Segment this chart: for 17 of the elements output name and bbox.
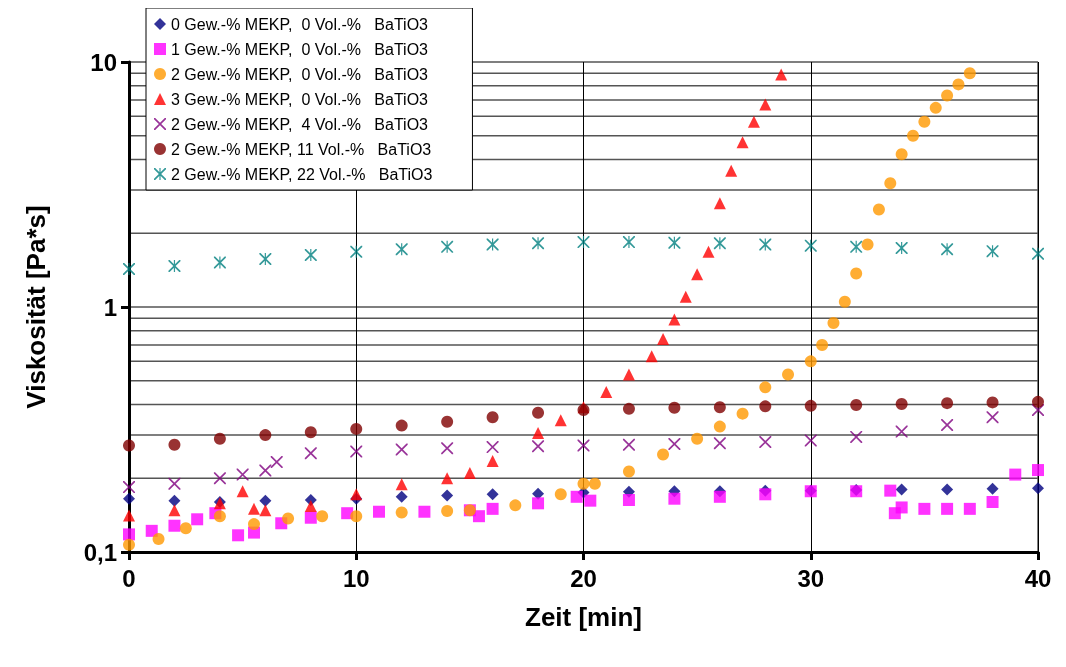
legend-label: 2 Gew.-% MEKP, 22 Vol.-% BaTiO3 — [171, 165, 433, 183]
legend-label: 0 Gew.-% MEKP, 0 Vol.-% BaTiO3 — [171, 15, 429, 33]
legend-label: 2 Gew.-% MEKP, 11 Vol.-% BaTiO3 — [171, 140, 432, 158]
y-tick-label: 1 — [103, 293, 117, 321]
legend-label: 3 Gew.-% MEKP, 0 Vol.-% BaTiO3 — [171, 90, 429, 108]
legend-label: 1 Gew.-% MEKP, 0 Vol.-% BaTiO3 — [171, 40, 429, 58]
y-axis-title: Viskosität [Pa*s] — [21, 205, 51, 409]
x-tick-label: 0 — [122, 564, 136, 592]
legend-label: 2 Gew.-% MEKP, 0 Vol.-% BaTiO3 — [171, 65, 429, 83]
x-tick-label: 40 — [1024, 564, 1052, 592]
y-tick-label: 10 — [90, 48, 117, 76]
x-tick-label: 30 — [797, 564, 825, 592]
x-tick-label: 10 — [342, 564, 370, 592]
x-axis-title: Zeit [min] — [525, 602, 642, 632]
x-tick-label: 20 — [570, 564, 597, 592]
y-tick-label: 0,1 — [83, 538, 117, 566]
legend-label: 2 Gew.-% MEKP, 4 Vol.-% BaTiO3 — [171, 115, 429, 133]
